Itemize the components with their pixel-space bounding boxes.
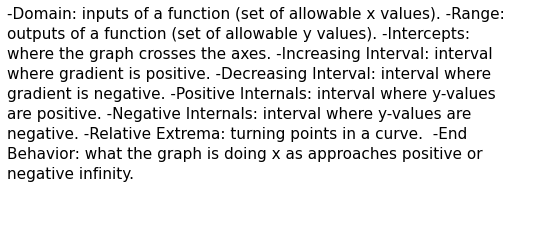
Text: -Domain: inputs of a function (set of allowable x values). -Range:
outputs of a : -Domain: inputs of a function (set of al… (7, 7, 504, 181)
